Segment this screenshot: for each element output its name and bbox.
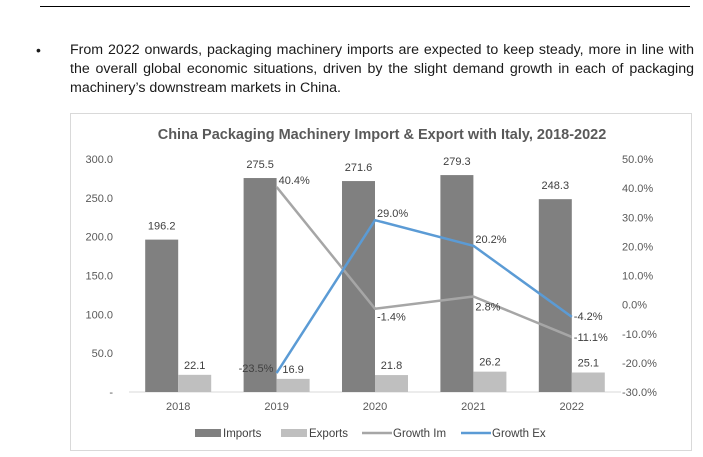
bullet-text: From 2022 onwards, packaging machinery i… <box>70 42 694 96</box>
bar-exports <box>276 378 310 392</box>
bar-imports <box>243 178 277 392</box>
y2-tick-label: 10.0% <box>622 271 653 283</box>
bullet-symbol: • <box>36 42 41 58</box>
data-label-imports: 248.3 <box>542 180 570 192</box>
lines <box>275 186 573 374</box>
data-label-exports: 25.1 <box>578 358 599 370</box>
data-label-exports: 21.8 <box>381 360 402 372</box>
y2-tick-label: 30.0% <box>622 212 653 224</box>
data-label-exports: 22.1 <box>184 360 205 372</box>
x-tick-label: 2021 <box>461 401 485 413</box>
legend-label-exports: Exports <box>309 428 348 440</box>
legend: Imports Exports Growth Im Growth Ex <box>195 428 546 440</box>
y-axis-right: 50.0% 40.0% 30.0% 20.0% 10.0% 0.0% -10.0% -20.0… <box>622 154 657 399</box>
y2-tick-label: 20.0% <box>622 241 653 253</box>
y-tick-label: 50.0 <box>92 348 113 360</box>
bar-exports <box>473 371 507 392</box>
data-label-growth-ex: -4.2% <box>574 311 603 323</box>
bar-imports <box>145 239 179 392</box>
x-axis: 2018 2019 2020 2021 2022 <box>166 401 584 413</box>
legend-swatch-exports <box>281 429 307 437</box>
y-tick-label: 250.0 <box>85 193 113 205</box>
data-label-growth-ex: -23.5% <box>239 363 274 375</box>
chart: China Packaging Machinery Import & Expor… <box>85 127 657 440</box>
top-rule <box>40 6 690 7</box>
data-label-growth-im: -11.1% <box>574 332 608 344</box>
data-label-imports: 275.5 <box>246 159 274 171</box>
data-label-imports: 279.3 <box>443 156 471 168</box>
x-tick-label: 2020 <box>363 401 387 413</box>
bar-exports <box>375 375 408 392</box>
y2-tick-label: -30.0% <box>622 387 657 399</box>
legend-label-imports: Imports <box>223 428 262 440</box>
bar-exports <box>178 374 212 392</box>
data-label-growth-ex: 29.0% <box>377 208 408 220</box>
y2-tick-label: -20.0% <box>622 358 657 370</box>
y2-tick-label: 0.0% <box>622 300 647 312</box>
line-growth-im <box>275 186 573 339</box>
data-label-imports: 271.6 <box>345 162 373 174</box>
legend-label-growth-im: Growth Im <box>393 428 446 440</box>
y-tick-label: 200.0 <box>85 232 113 244</box>
legend-swatch-imports <box>195 429 221 437</box>
x-tick-label: 2018 <box>166 401 190 413</box>
data-label-growth-im: 2.8% <box>475 301 500 313</box>
bar-imports <box>440 175 474 392</box>
line-growth-ex <box>275 218 573 374</box>
chart-title: China Packaging Machinery Import & Expor… <box>158 127 607 143</box>
data-label-growth-im: 40.4% <box>279 175 310 187</box>
data-label-imports: 196.2 <box>148 221 176 233</box>
y-tick-label: 300.0 <box>85 154 113 166</box>
bar-exports <box>571 372 605 392</box>
data-labels: 196.2 22.1 275.5 16.9 271.6 21.8 279.3 26.2 248.… <box>148 156 608 376</box>
y-tick-label: - <box>109 387 113 399</box>
data-label-exports: 26.2 <box>479 357 500 369</box>
y-tick-label: 150.0 <box>85 271 113 283</box>
chart-frame: China Packaging Machinery Import & Expor… <box>70 113 692 451</box>
bars <box>145 175 605 392</box>
x-tick-label: 2019 <box>264 401 288 413</box>
data-label-exports: 16.9 <box>282 364 303 376</box>
y-tick-label: 100.0 <box>85 309 113 321</box>
data-label-growth-ex: 20.2% <box>475 234 506 246</box>
y2-tick-label: 50.0% <box>622 154 653 166</box>
y2-tick-label: 40.0% <box>622 183 653 195</box>
legend-label-growth-ex: Growth Ex <box>492 428 546 440</box>
data-label-growth-im: -1.4% <box>377 312 406 324</box>
x-tick-label: 2022 <box>560 401 584 413</box>
y-axis-left: 300.0 250.0 200.0 150.0 100.0 50.0 - <box>85 154 113 399</box>
y2-tick-label: -10.0% <box>622 329 657 341</box>
